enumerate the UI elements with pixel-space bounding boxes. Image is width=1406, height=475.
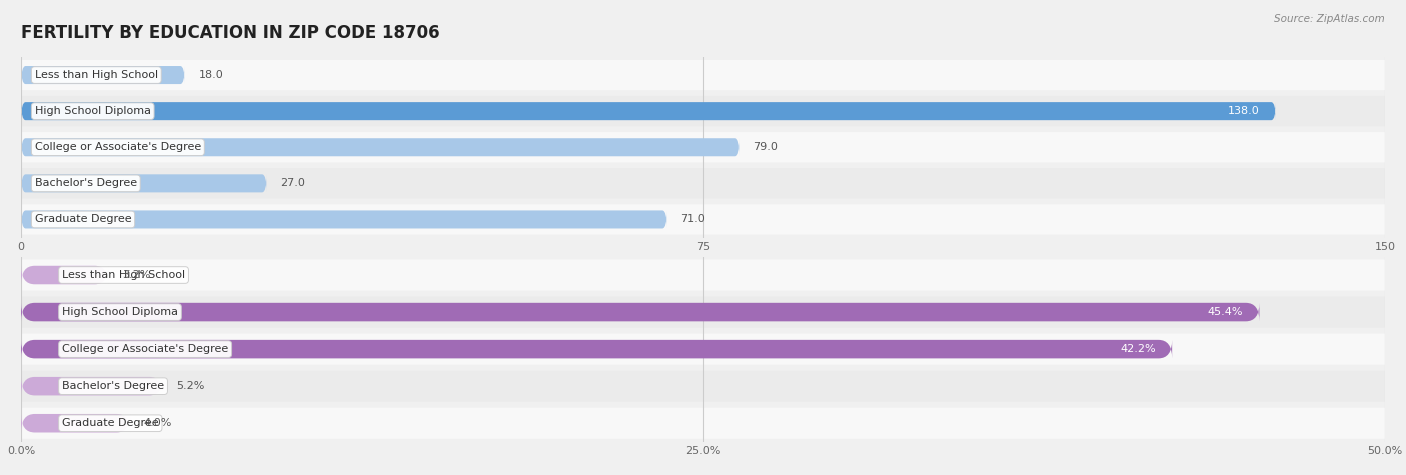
Text: 45.4%: 45.4%	[1208, 307, 1243, 317]
Text: Less than High School: Less than High School	[62, 270, 186, 280]
Text: 27.0: 27.0	[280, 178, 305, 189]
Text: Source: ZipAtlas.com: Source: ZipAtlas.com	[1274, 14, 1385, 24]
Text: High School Diploma: High School Diploma	[62, 307, 179, 317]
Text: 5.2%: 5.2%	[177, 381, 205, 391]
FancyBboxPatch shape	[21, 168, 1385, 199]
FancyBboxPatch shape	[21, 303, 1260, 322]
Text: 71.0: 71.0	[681, 214, 704, 225]
FancyBboxPatch shape	[21, 414, 131, 433]
FancyBboxPatch shape	[21, 333, 1385, 365]
Text: 42.2%: 42.2%	[1121, 344, 1156, 354]
FancyBboxPatch shape	[21, 408, 1385, 439]
FancyBboxPatch shape	[21, 174, 267, 192]
Text: FERTILITY BY EDUCATION IN ZIP CODE 18706: FERTILITY BY EDUCATION IN ZIP CODE 18706	[21, 24, 440, 42]
Text: College or Associate's Degree: College or Associate's Degree	[62, 344, 228, 354]
FancyBboxPatch shape	[21, 296, 1385, 328]
Text: High School Diploma: High School Diploma	[35, 106, 150, 116]
FancyBboxPatch shape	[21, 60, 1385, 90]
Text: Graduate Degree: Graduate Degree	[35, 214, 131, 225]
FancyBboxPatch shape	[21, 102, 1275, 120]
FancyBboxPatch shape	[21, 204, 1385, 235]
FancyBboxPatch shape	[21, 66, 184, 84]
FancyBboxPatch shape	[21, 266, 108, 284]
Text: Bachelor's Degree: Bachelor's Degree	[35, 178, 136, 189]
FancyBboxPatch shape	[21, 138, 740, 156]
FancyBboxPatch shape	[21, 259, 1385, 291]
Text: 79.0: 79.0	[754, 142, 778, 152]
FancyBboxPatch shape	[21, 377, 163, 395]
Text: 18.0: 18.0	[198, 70, 224, 80]
Text: Less than High School: Less than High School	[35, 70, 157, 80]
FancyBboxPatch shape	[21, 370, 1385, 402]
Text: Bachelor's Degree: Bachelor's Degree	[62, 381, 165, 391]
FancyBboxPatch shape	[21, 132, 1385, 162]
Text: 138.0: 138.0	[1227, 106, 1260, 116]
FancyBboxPatch shape	[21, 340, 1173, 359]
FancyBboxPatch shape	[21, 210, 666, 228]
Text: Graduate Degree: Graduate Degree	[62, 418, 159, 428]
FancyBboxPatch shape	[21, 96, 1385, 126]
Text: 3.2%: 3.2%	[122, 270, 150, 280]
Text: 4.0%: 4.0%	[143, 418, 172, 428]
Text: College or Associate's Degree: College or Associate's Degree	[35, 142, 201, 152]
